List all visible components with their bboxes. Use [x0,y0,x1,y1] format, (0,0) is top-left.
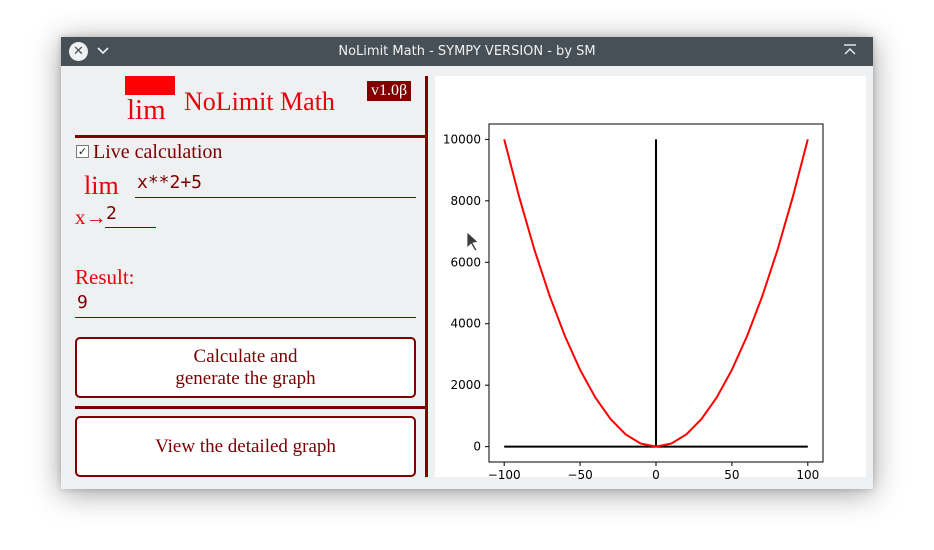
x-tick-label: −50 [567,468,592,482]
chevron-down-icon[interactable] [95,41,111,61]
view-detailed-graph-button[interactable]: View the detailed graph [75,416,416,477]
live-calculation-label[interactable]: Live calculation [93,141,223,163]
y-tick-label: 4000 [450,317,481,331]
y-tick-label: 8000 [450,194,481,208]
limit-point-input[interactable]: 2 [105,202,156,228]
y-tick-label: 6000 [450,255,481,269]
main-content: lim NoLimit Math v1.0β ✓ Live calculatio… [61,66,873,489]
calculate-button[interactable]: Calculate and generate the graph [75,337,416,398]
logo-lim-text: lim [127,94,166,126]
x-tick-label: −100 [488,468,521,482]
keep-above-icon[interactable] [842,43,858,59]
plot-area [435,76,866,477]
result-field: 9 [75,291,416,318]
lim-label: lim [84,171,119,200]
calculate-button-line1: Calculate and [193,346,298,367]
logo-box [125,76,175,95]
app-window: NoLimit Math - SYMPY VERSION - by SM ✕ l… [61,37,873,489]
y-tick-label: 2000 [450,378,481,392]
calculate-button-line2: generate the graph [175,368,316,389]
window-title: NoLimit Math - SYMPY VERSION - by SM [338,44,596,59]
x-tick-label: 0 [652,468,660,482]
vertical-divider [425,76,428,477]
app-name: NoLimit Math [184,87,335,116]
result-label: Result: [75,265,135,289]
x-tick-label: 50 [724,468,739,482]
close-icon[interactable]: ✕ [69,42,88,61]
y-tick-label: 0 [473,440,481,454]
mouse-cursor-icon [466,231,479,252]
graph-chart: −100 −50 0 50 100 0 2000 4000 6000 8000 10000 [443,123,824,482]
title-bar: NoLimit Math - SYMPY VERSION - by SM ✕ [61,37,873,66]
version-badge: v1.0β [367,81,412,101]
series-line-0 [503,139,809,448]
buttons-divider [75,406,427,409]
x-tick-label: 100 [796,468,819,482]
expression-input[interactable]: x**2+5 [135,171,416,198]
approach-label: x→ [75,205,107,229]
header-divider [75,135,427,138]
y-tick-label: 10000 [443,132,481,146]
live-calculation-checkbox[interactable]: ✓ [76,145,89,158]
